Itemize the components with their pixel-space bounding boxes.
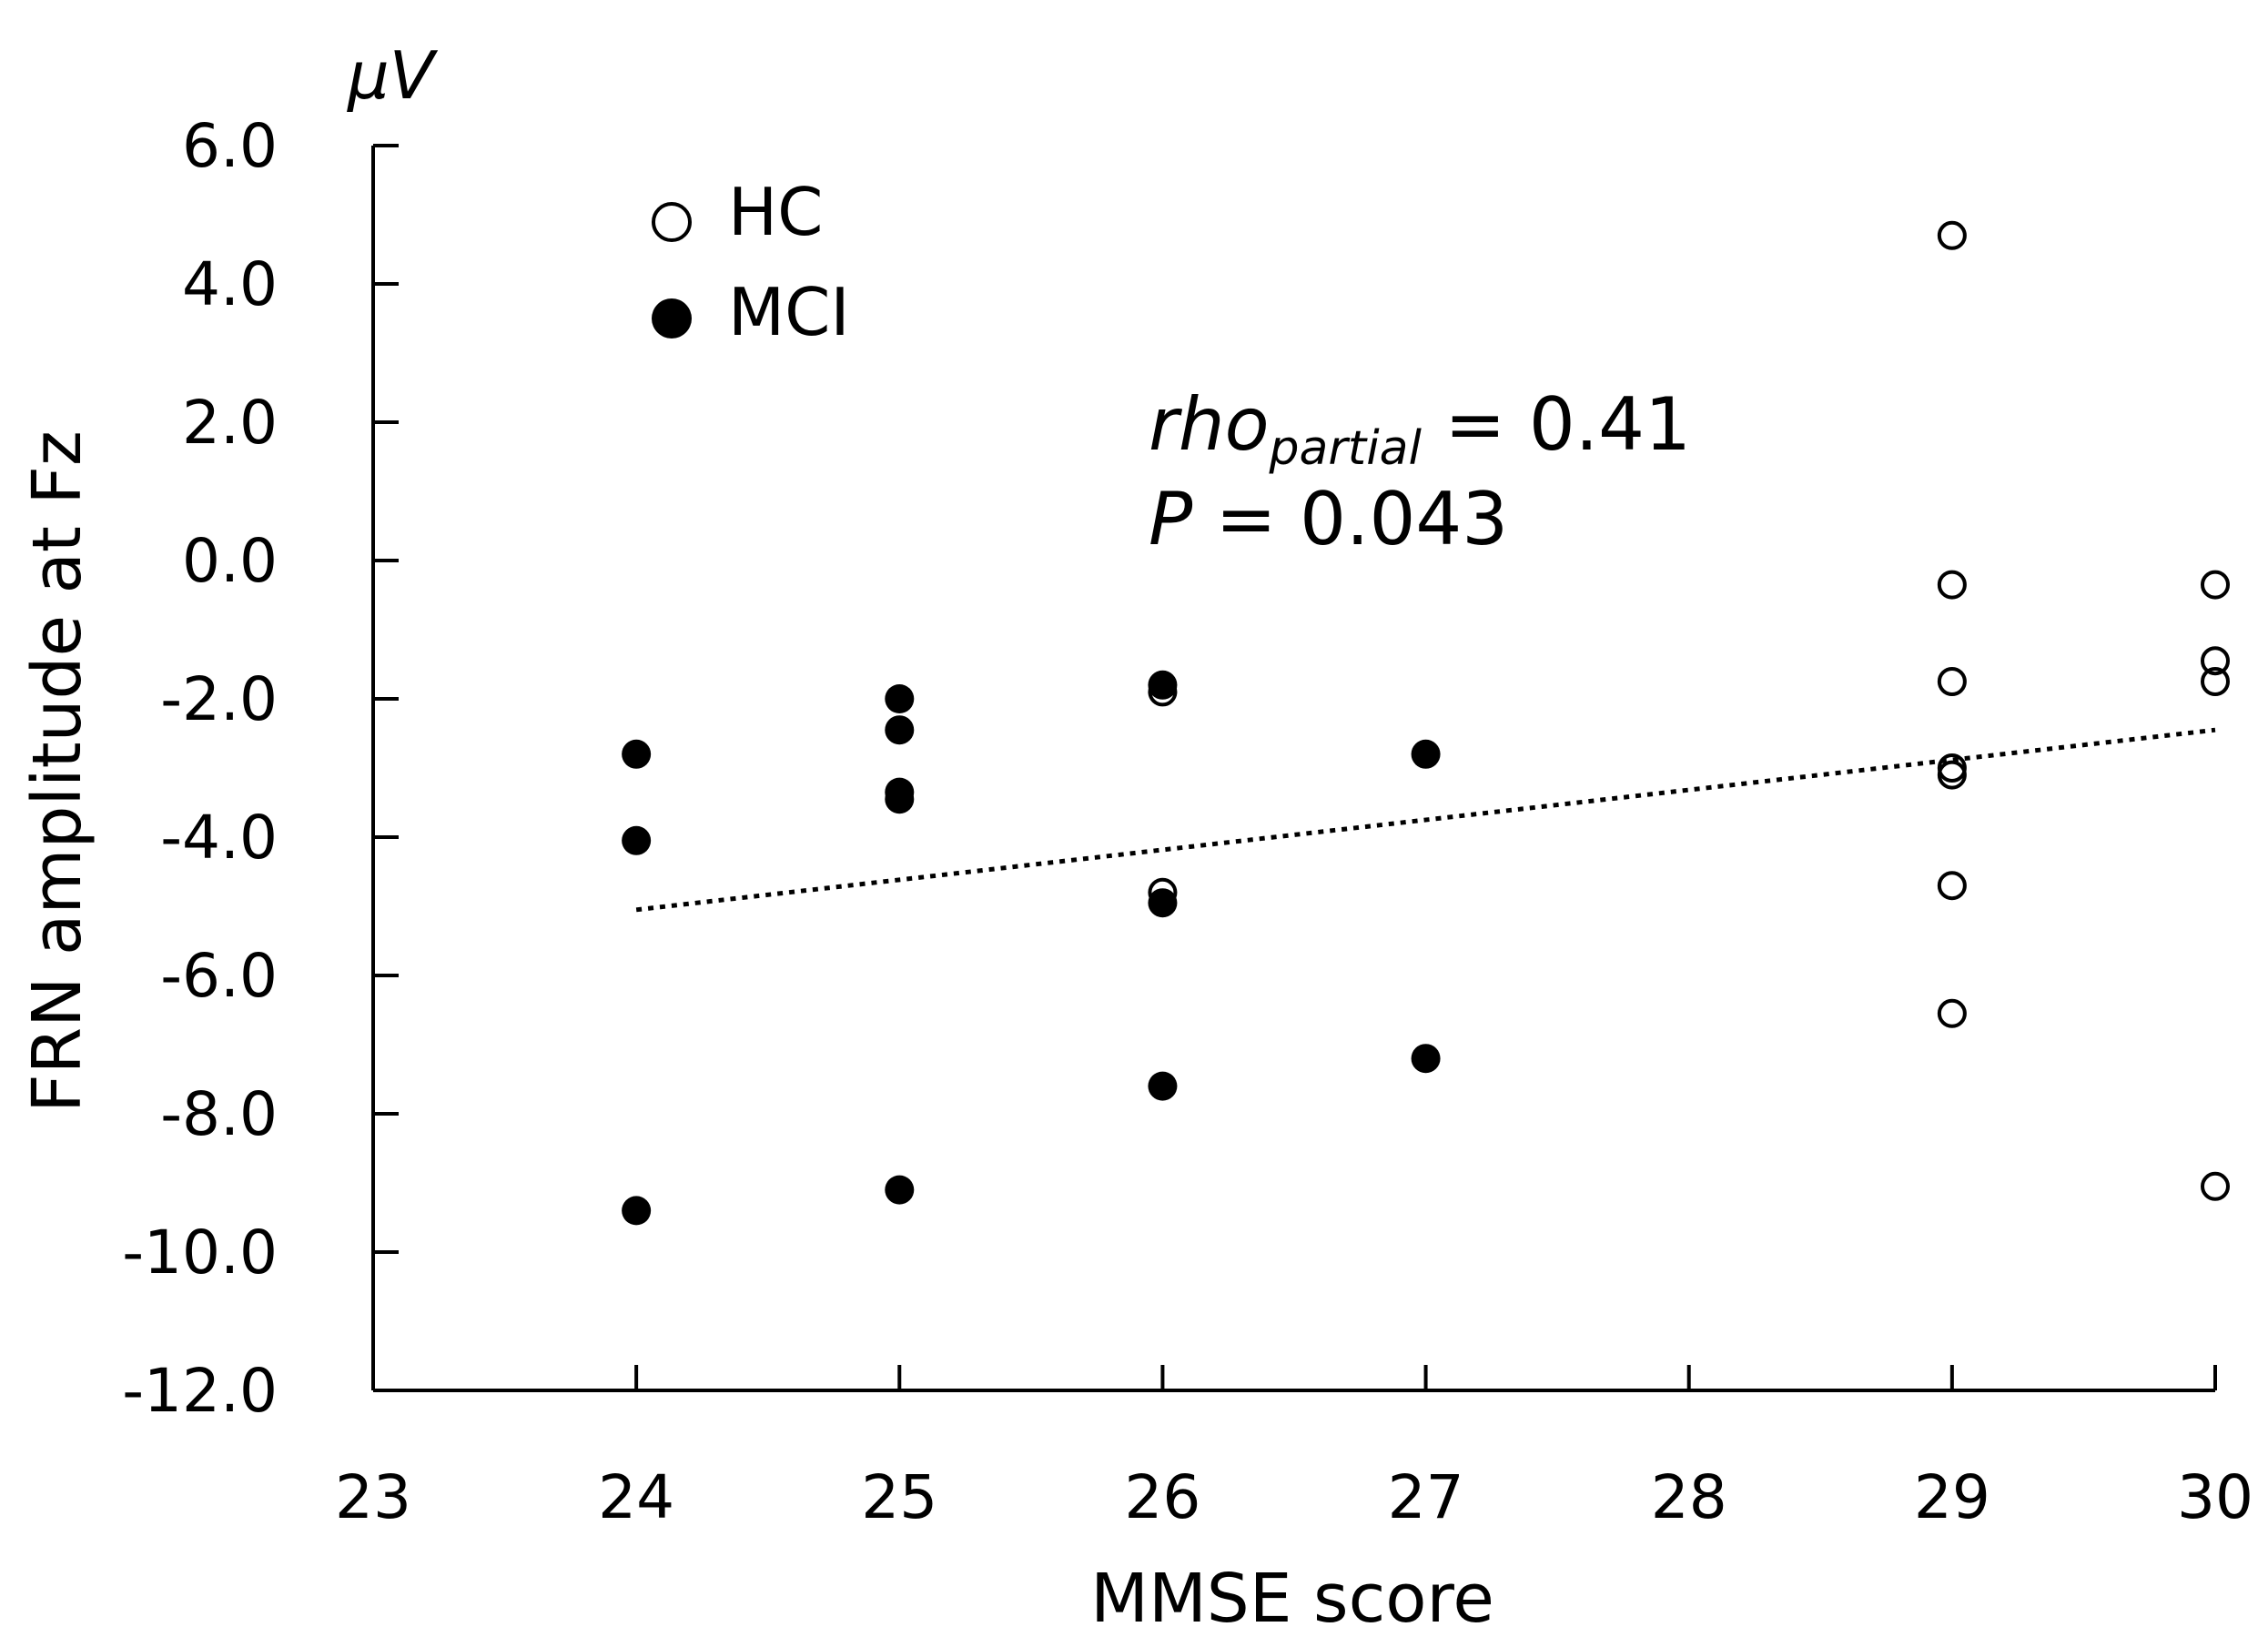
legend-mci-label: MCI (728, 274, 850, 350)
mci-point (885, 784, 915, 814)
y-tick-label: 4.0 (182, 249, 278, 319)
p-value: = 0.043 (1192, 477, 1508, 561)
y-tick-label: 2.0 (182, 388, 278, 458)
mci-point (1148, 1071, 1178, 1101)
legend-hc-marker (652, 202, 692, 242)
x-axis-title: MMSE score (1090, 1560, 1494, 1638)
x-tick-label: 26 (1124, 1462, 1200, 1532)
mci-point (1411, 1044, 1441, 1074)
rho-symbol: rho (1149, 382, 1270, 467)
hc-point (1937, 667, 1967, 696)
legend: HC MCI (652, 174, 850, 350)
mci-point (885, 684, 915, 713)
mci-point (622, 739, 652, 769)
hc-point (1937, 570, 1967, 600)
rho-value: = 0.41 (1422, 382, 1691, 467)
rho-subscript: partial (1269, 421, 1423, 476)
y-tick-label: -6.0 (160, 941, 278, 1011)
trendline (635, 727, 2216, 913)
mci-point (885, 1175, 915, 1205)
x-tick-label: 23 (335, 1462, 411, 1532)
stats-annotation: rhopartial = 0.41 P = 0.043 (1149, 382, 1691, 561)
hc-point (1937, 871, 1967, 901)
legend-hc-label: HC (728, 174, 823, 250)
y-tick-label: -2.0 (160, 664, 278, 734)
p-annotation: P = 0.043 (1149, 477, 1508, 561)
mci-point (1411, 739, 1441, 769)
hc-point (2201, 570, 2230, 600)
y-tick-label: -10.0 (122, 1218, 278, 1288)
y-tick-label: -4.0 (160, 803, 278, 873)
rho-annotation: rhopartial = 0.41 (1149, 382, 1691, 476)
hc-point (2201, 667, 2230, 696)
mci-point (622, 825, 652, 855)
axes: 6.0 4.0 2.0 0.0 -2.0 -4.0 -6.0 -8.0 -10.0 -12.0 23… (122, 111, 2253, 1532)
x-tick-label: 28 (1651, 1462, 1727, 1532)
legend-mci-marker (652, 298, 692, 338)
x-tick-label: 30 (2177, 1462, 2253, 1532)
p-symbol: P (1149, 477, 1193, 561)
trendline-layer (635, 727, 2216, 913)
mci-point (1148, 670, 1178, 700)
hc-point (2201, 646, 2230, 676)
mci-point (622, 1196, 652, 1226)
hc-point (2201, 1171, 2230, 1201)
mci-point (885, 715, 915, 745)
y-unit-label: μV (347, 37, 439, 114)
x-tick-label: 24 (598, 1462, 674, 1532)
y-tick-label: -8.0 (160, 1079, 278, 1149)
hc-point (1937, 998, 1967, 1028)
y-tick-label: -12.0 (122, 1356, 278, 1426)
mci-point (1148, 888, 1178, 918)
y-tick-label: 0.0 (182, 526, 278, 596)
data-points (622, 220, 2230, 1226)
y-tick-label: 6.0 (182, 111, 278, 181)
hc-point (1937, 220, 1967, 250)
x-tick-label: 29 (1914, 1462, 1990, 1532)
y-axis-title: FRN amplitude at Fz (18, 430, 96, 1113)
x-tick-label: 25 (861, 1462, 937, 1532)
hc-point (1937, 760, 1967, 790)
x-tick-label: 27 (1388, 1462, 1464, 1532)
